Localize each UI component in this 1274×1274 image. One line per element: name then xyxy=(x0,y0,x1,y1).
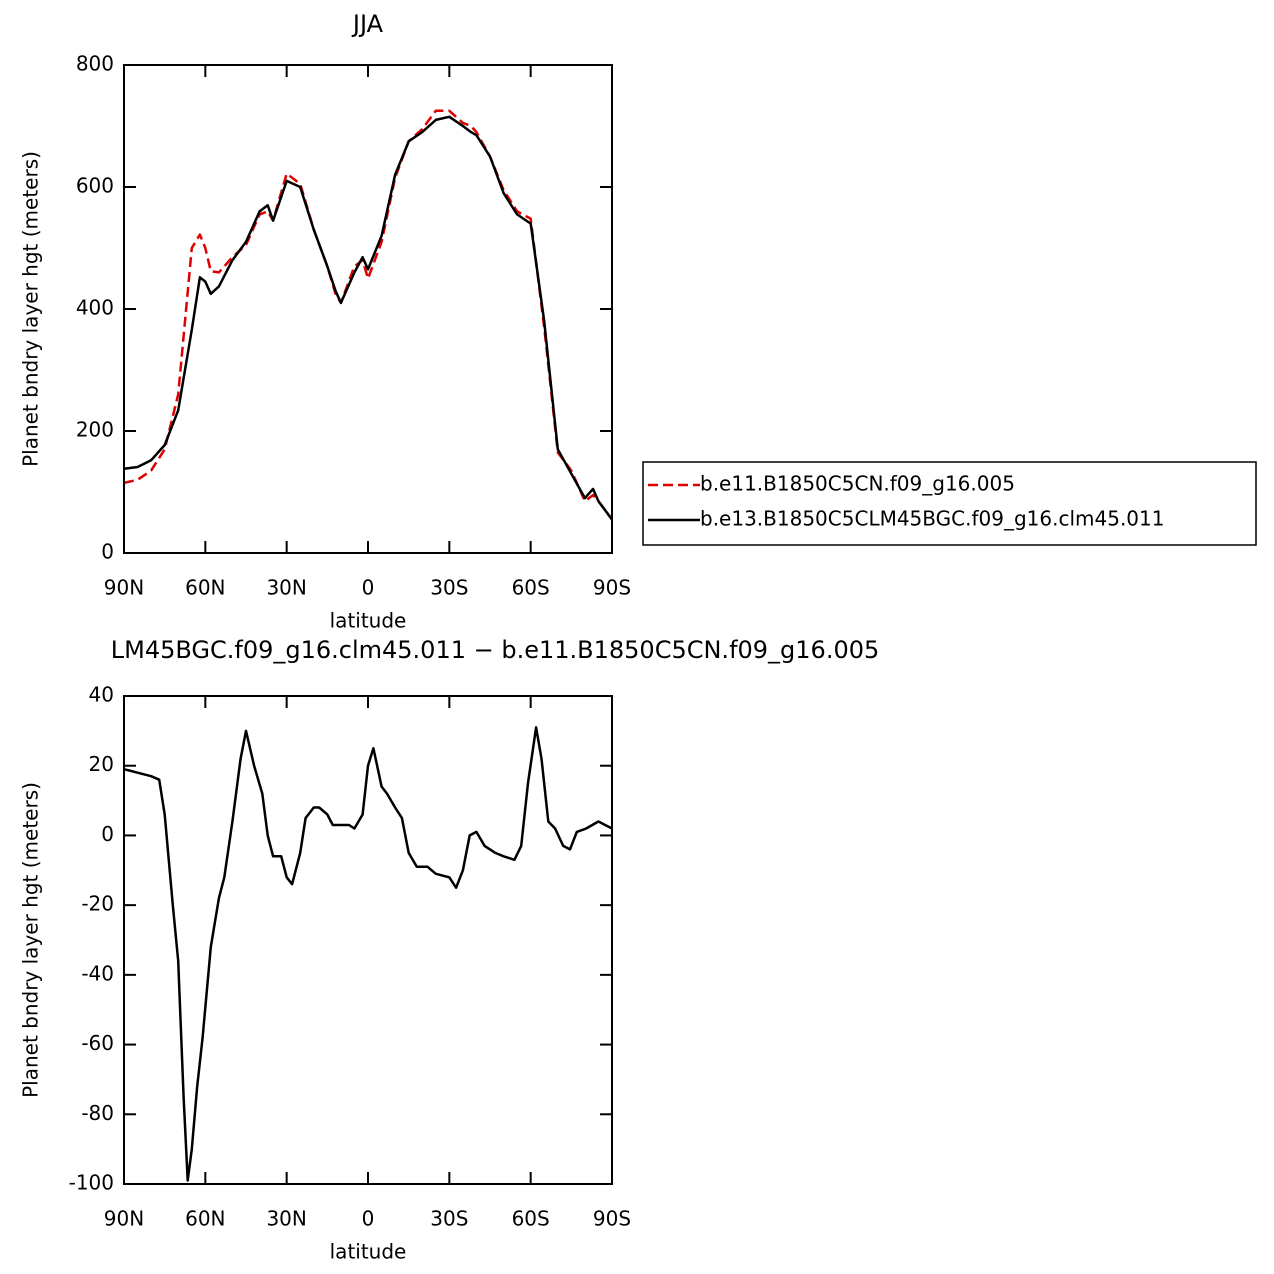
data-line xyxy=(123,115,614,521)
legend: b.e11.B1850C5CN.f09_g16.005 b.e13.B1850C5… xyxy=(642,461,1257,546)
x-tick-label: 60S xyxy=(512,1207,550,1231)
chart-title: LM45BGC.f09_g16.clm45.011 − b.e11.B1850C… xyxy=(111,636,880,664)
x-tick-label: 60S xyxy=(512,576,550,600)
x-tick-label: 90S xyxy=(593,1207,631,1231)
x-tick-label: 0 xyxy=(362,576,375,600)
x-axis-label: latitude xyxy=(330,609,407,633)
x-tick-label: 90N xyxy=(104,576,144,600)
y-tick-label: 0 xyxy=(101,540,114,564)
x-tick-label: 30N xyxy=(266,1207,306,1231)
y-tick-label: -80 xyxy=(81,1101,114,1125)
chart-title: JJA xyxy=(351,10,384,38)
y-tick-label: 40 xyxy=(89,683,114,707)
x-tick-label: 90N xyxy=(104,1207,144,1231)
y-tick-label: 800 xyxy=(76,52,114,76)
legend-label: b.e11.B1850C5CN.f09_g16.005 xyxy=(700,472,1015,496)
y-tick-label: -60 xyxy=(81,1031,114,1055)
x-tick-label: 0 xyxy=(362,1207,375,1231)
y-axis-label: Planet bndry layer hgt (meters) xyxy=(19,151,43,467)
y-tick-label: -20 xyxy=(81,892,114,916)
plot-frame xyxy=(123,695,613,1185)
x-tick-label: 60N xyxy=(185,1207,225,1231)
plot-frame xyxy=(123,64,613,554)
y-tick-label: 20 xyxy=(89,752,114,776)
y-tick-label: 600 xyxy=(76,174,114,198)
x-axis-label: latitude xyxy=(330,1240,407,1264)
x-tick-label: 30S xyxy=(430,576,468,600)
legend-label: b.e13.B1850C5CLM45BGC.f09_g16.clm45.011 xyxy=(700,507,1164,531)
x-tick-label: 90S xyxy=(593,576,631,600)
x-tick-label: 30S xyxy=(430,1207,468,1231)
y-tick-label: 200 xyxy=(76,418,114,442)
legend-box xyxy=(642,461,1257,546)
y-tick-label: 400 xyxy=(76,296,114,320)
y-tick-label: -40 xyxy=(81,961,114,985)
y-tick-label: 0 xyxy=(101,822,114,846)
data-line xyxy=(123,726,613,1182)
y-axis-label: Planet bndry layer hgt (meters) xyxy=(19,782,43,1098)
y-tick-label: -100 xyxy=(69,1171,114,1195)
x-tick-label: 30N xyxy=(266,576,306,600)
data-line xyxy=(123,109,614,521)
x-tick-label: 60N xyxy=(185,576,225,600)
